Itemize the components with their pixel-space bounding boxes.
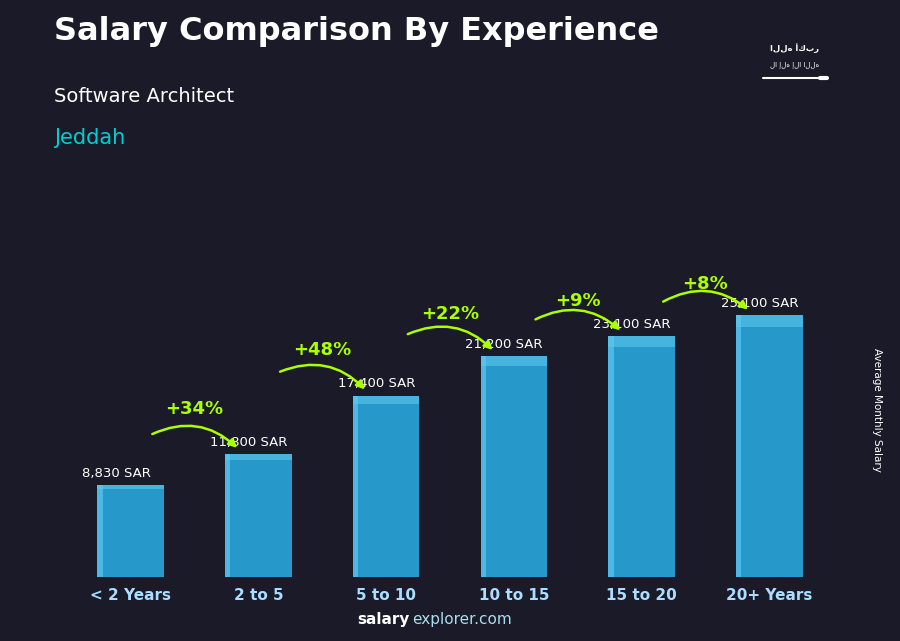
Text: +9%: +9%: [555, 292, 600, 310]
Text: Software Architect: Software Architect: [54, 87, 234, 106]
Bar: [736, 315, 803, 327]
Text: +34%: +34%: [166, 399, 223, 417]
Bar: [736, 315, 742, 577]
Text: +48%: +48%: [293, 341, 351, 359]
Bar: [481, 356, 547, 577]
Text: 23,100 SAR: 23,100 SAR: [593, 318, 670, 331]
Bar: [353, 395, 419, 404]
Bar: [225, 454, 292, 460]
Text: 25,100 SAR: 25,100 SAR: [721, 297, 798, 310]
Bar: [736, 315, 803, 577]
Text: الله أكبر: الله أكبر: [770, 43, 819, 53]
Text: 17,400 SAR: 17,400 SAR: [338, 378, 415, 390]
Text: +22%: +22%: [421, 304, 479, 322]
Bar: [608, 337, 614, 577]
Text: 21,200 SAR: 21,200 SAR: [465, 338, 543, 351]
Bar: [97, 485, 164, 577]
Text: +8%: +8%: [682, 274, 728, 292]
Bar: [608, 337, 675, 577]
Bar: [481, 356, 547, 366]
Bar: [225, 454, 292, 577]
Bar: [481, 356, 486, 577]
Text: Salary Comparison By Experience: Salary Comparison By Experience: [54, 16, 659, 47]
Bar: [353, 395, 358, 577]
Text: لا إله إلا الله: لا إله إلا الله: [770, 62, 819, 69]
Bar: [97, 485, 164, 489]
Bar: [353, 395, 419, 577]
Text: 11,800 SAR: 11,800 SAR: [210, 436, 287, 449]
Text: explorer.com: explorer.com: [412, 612, 512, 627]
Text: 8,830 SAR: 8,830 SAR: [82, 467, 151, 479]
Bar: [97, 485, 103, 577]
Text: Jeddah: Jeddah: [54, 128, 125, 148]
Bar: [225, 454, 230, 577]
Text: Average Monthly Salary: Average Monthly Salary: [872, 348, 883, 472]
Text: salary: salary: [357, 612, 410, 627]
Bar: [608, 337, 675, 347]
